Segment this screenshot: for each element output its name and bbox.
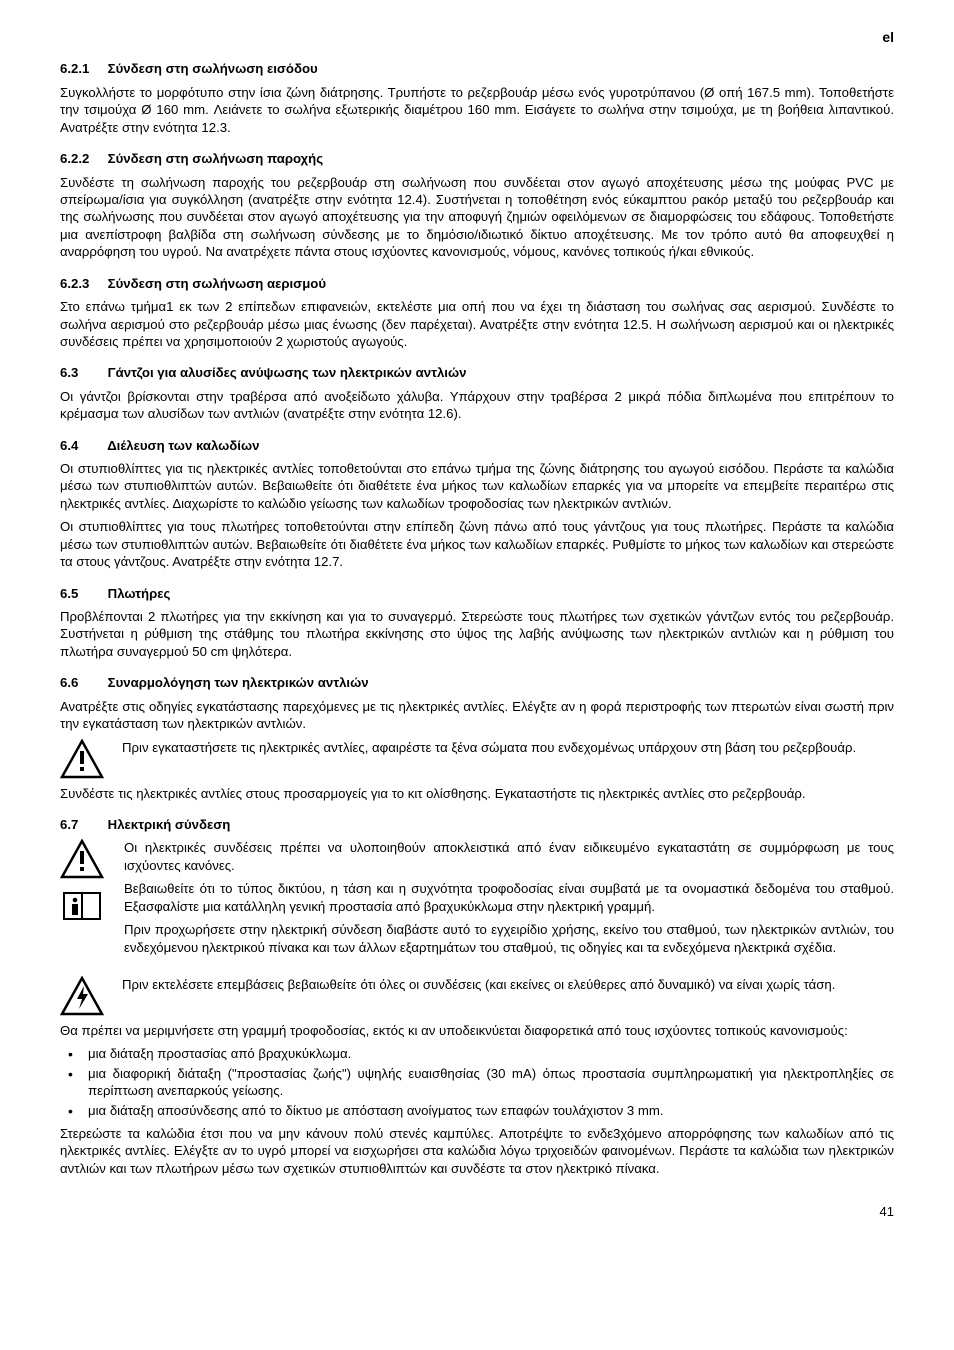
warning-icon (60, 739, 104, 779)
heading-6-5: 6.5 Πλωτήρες (60, 585, 894, 602)
body-text: Προβλέπονται 2 πλωτήρες για την εκκίνηση… (60, 608, 894, 660)
heading-title: Σύνδεση στη σωλήνωση παροχής (108, 151, 323, 166)
warning-icon (60, 839, 104, 879)
icon-stack (60, 839, 106, 923)
warning-row: Οι ηλεκτρικές συνδέσεις πρέπει να υλοποι… (60, 839, 894, 962)
heading-num: 6.6 (60, 674, 104, 691)
locale-tag: el (60, 28, 894, 46)
bullet-list: μια διάταξη προστασίας από βραχυκύκλωμα.… (60, 1045, 894, 1119)
list-item: μια διάταξη αποσύνδεσης από το δίκτυο με… (60, 1102, 894, 1119)
heading-6-2-3: 6.2.3 Σύνδεση στη σωλήνωση αερισμού (60, 275, 894, 292)
body-text: Οι στυπιοθλίπτες για τις ηλεκτρικές αντλ… (60, 460, 894, 512)
warning-row: Πριν εγκαταστήσετε τις ηλεκτρικές αντλίε… (60, 739, 894, 779)
page-root: el 6.2.1 Σύνδεση στη σωλήνωση εισόδου Συ… (0, 0, 954, 1260)
shock-row: Πριν εκτελέσετε επεμβάσεις βεβαιωθείτε ό… (60, 976, 894, 1016)
shock-text: Πριν εκτελέσετε επεμβάσεις βεβαιωθείτε ό… (122, 976, 894, 993)
heading-title: Γάντζοι για αλυσίδες ανύψωσης των ηλεκτρ… (108, 365, 467, 380)
warning-text: Πριν εγκαταστήσετε τις ηλεκτρικές αντλίε… (122, 739, 894, 756)
body-text: Οι στυπιοθλίπτες για τους πλωτήρες τοποθ… (60, 518, 894, 570)
heading-num: 6.7 (60, 816, 104, 833)
heading-num: 6.2.1 (60, 60, 104, 77)
list-item: μια διαφορική διάταξη ("προστασίας ζωής"… (60, 1065, 894, 1100)
manual-text: Πριν προχωρήσετε στην ηλεκτρική σύνδεση … (124, 921, 894, 956)
heading-num: 6.2.3 (60, 275, 104, 292)
list-item: μια διάταξη προστασίας από βραχυκύκλωμα. (60, 1045, 894, 1062)
body-text: Συνδέστε τις ηλεκτρικές αντλίες στους πρ… (60, 785, 894, 802)
heading-num: 6.2.2 (60, 150, 104, 167)
manual-icon (60, 889, 104, 923)
electric-shock-icon (60, 976, 104, 1016)
heading-6-6: 6.6 Συναρμολόγηση των ηλεκτρικών αντλιών (60, 674, 894, 691)
body-text: Ανατρέξτε στις οδηγίες εγκατάστασης παρε… (60, 698, 894, 733)
heading-6-7: 6.7 Ηλεκτρική σύνδεση (60, 816, 894, 833)
heading-6-2-2: 6.2.2 Σύνδεση στη σωλήνωση παροχής (60, 150, 894, 167)
body-text: Συγκολλήστε το μορφότυπο στην ίσια ζώνη … (60, 84, 894, 136)
heading-title: Διέλευση των καλωδίων (107, 438, 259, 453)
heading-6-4: 6.4 Διέλευση των καλωδίων (60, 437, 894, 454)
body-text: Συνδέστε τη σωλήνωση παροχής του ρεζερβο… (60, 174, 894, 261)
body-text: Στο επάνω τμήμα1 εκ των 2 επίπεδων επιφα… (60, 298, 894, 350)
heading-6-3: 6.3 Γάντζοι για αλυσίδες ανύψωσης των ηλ… (60, 364, 894, 381)
body-text: Οι γάντζοι βρίσκονται στην τραβέρσα από … (60, 388, 894, 423)
heading-title: Σύνδεση στη σωλήνωση αερισμού (108, 276, 326, 291)
heading-num: 6.5 (60, 585, 104, 602)
heading-title: Ηλεκτρική σύνδεση (108, 817, 231, 832)
heading-title: Σύνδεση στη σωλήνωση εισόδου (108, 61, 318, 76)
manual-text: Βεβαιωθείτε ότι το τύπος δικτύου, η τάση… (124, 880, 894, 915)
page-number: 41 (60, 1203, 894, 1220)
heading-6-2-1: 6.2.1 Σύνδεση στη σωλήνωση εισόδου (60, 60, 894, 77)
warning-text: Οι ηλεκτρικές συνδέσεις πρέπει να υλοποι… (124, 839, 894, 874)
heading-num: 6.3 (60, 364, 104, 381)
heading-title: Συναρμολόγηση των ηλεκτρικών αντλιών (108, 675, 369, 690)
body-text: Στερεώστε τα καλώδια έτσι που να μην κάν… (60, 1125, 894, 1177)
heading-num: 6.4 (60, 437, 104, 454)
heading-title: Πλωτήρες (108, 586, 171, 601)
body-text: Θα πρέπει να μεριμνήσετε στη γραμμή τροφ… (60, 1022, 894, 1039)
info-block: Οι ηλεκτρικές συνδέσεις πρέπει να υλοποι… (124, 839, 894, 962)
